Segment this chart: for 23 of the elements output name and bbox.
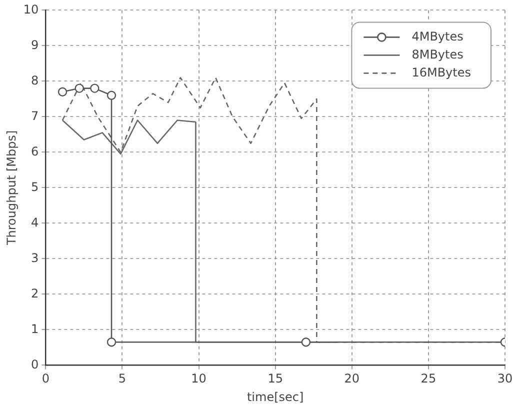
y-tick-label: 5 [31,180,39,194]
x-tick-label: 15 [268,372,283,386]
legend-label: 8MBytes [412,47,464,62]
y-tick-label: 2 [31,286,39,300]
y-tick-label: 7 [31,108,39,123]
x-tick-label: 25 [420,372,436,386]
y-axis-title: Throughput [Mbps] [4,130,18,246]
y-tick-label: 9 [31,38,39,52]
legend-label: 16MBytes [412,65,471,80]
x-tick-label: 20 [344,372,360,386]
x-tick-label: 0 [42,372,50,386]
y-tick-label: 10 [23,2,39,16]
y-tick-label: 4 [31,215,39,230]
y-tick-label: 1 [31,322,39,336]
legend-label: 4MBytes [412,29,464,44]
y-tick-label: 6 [31,144,39,158]
x-tick-label: 10 [191,372,206,386]
x-tick-label: 5 [118,372,126,386]
y-tick-label: 0 [31,357,39,372]
x-tick-label: 30 [497,372,513,386]
y-tick-label: 8 [31,73,39,88]
y-tick-label: 3 [31,250,39,265]
x-axis-title: time[sec] [246,390,304,404]
